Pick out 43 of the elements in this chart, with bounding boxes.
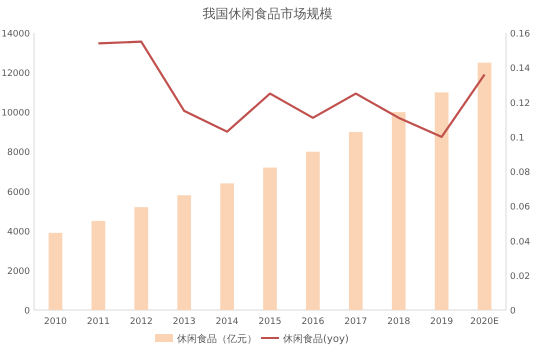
bar [92,220,106,310]
chart-title: 我国休闲食品市场规模 [202,7,332,22]
y2-tick-label: 0.12 [510,98,530,109]
x-tick-label: 2018 [387,317,410,327]
bar [306,152,320,310]
y2-tick-label: 0.02 [510,272,530,282]
y-tick-label: 4000 [7,227,30,238]
y-tick-label: 14000 [1,30,30,40]
bar [48,232,62,310]
y-tick-label: 6000 [7,188,30,198]
y2-tick-label: 0.1 [510,133,524,144]
bar [392,112,406,310]
y2-tick-label: 0.08 [510,168,530,178]
y2-tick-label: 0.04 [510,237,530,248]
x-tick-label: 2014 [216,317,239,327]
bar [134,207,148,310]
y2-tick-label: 0.14 [510,64,530,74]
x-tick-label: 2013 [172,317,196,327]
y2-tick-label: 0 [510,306,516,316]
bar [220,183,234,310]
legend-label: 休闲食品（亿元） [177,333,257,345]
x-tick-label: 2015 [258,317,282,327]
y-tick-label: 12000 [1,69,30,80]
x-tick-label: 2011 [86,317,110,327]
x-tick-label: 2016 [301,317,325,327]
bar [263,168,277,310]
y2-tick-label: 0.06 [510,202,530,213]
y2-tick-label: 0.16 [510,30,530,40]
legend-label: 休闲食品(yoy) [283,333,349,345]
line-series [97,40,486,138]
bar [348,132,363,310]
x-tick-label: 2012 [130,317,153,327]
y-tick-label: 2000 [7,266,30,277]
x-tick-label: 2017 [344,317,368,327]
y-tick-label: 10000 [1,108,30,119]
bar [177,195,192,310]
y-tick-label: 0 [24,306,30,316]
x-tick-label: 2020E [470,317,500,327]
bar [434,92,448,310]
bar [478,62,492,310]
x-tick-label: 2019 [430,317,454,327]
y-tick-label: 8000 [7,148,30,158]
x-tick-label: 2010 [44,317,68,327]
